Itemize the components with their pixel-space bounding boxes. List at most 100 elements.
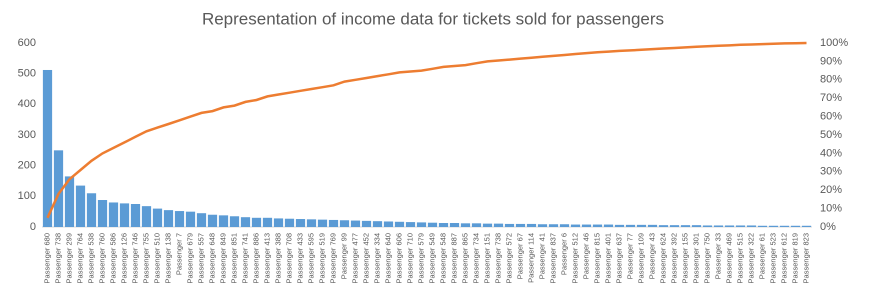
chart-title: Representation of income data for ticket… (202, 9, 664, 28)
bar (119, 203, 130, 227)
x-tick-label: Passenger 640 (383, 233, 392, 283)
bar (449, 223, 460, 227)
x-tick-label: Passenger 523 (768, 233, 777, 283)
bar (284, 218, 295, 227)
bar (669, 225, 680, 227)
bar (493, 223, 504, 227)
bar (328, 219, 339, 227)
bar (350, 220, 361, 227)
x-tick-label: Passenger 769 (328, 233, 337, 283)
y2-tick-label: 80% (820, 74, 842, 86)
x-tick-label: Passenger 595 (306, 233, 315, 283)
x-tick-label: Passenger 710 (405, 233, 414, 283)
x-tick-label: Passenger 865 (460, 233, 469, 283)
x-tick-label: Passenger 41 (537, 233, 546, 279)
bar (42, 69, 53, 227)
x-tick-label: Passenger 43 (647, 233, 656, 279)
bar (317, 219, 328, 227)
bar (581, 224, 592, 227)
x-tick-label: Passenger 819 (790, 233, 799, 283)
y-tick-label: 200 (18, 160, 36, 172)
bar (141, 206, 152, 227)
y-tick-label: 600 (18, 37, 36, 49)
bar (174, 211, 185, 227)
x-tick-label: Passenger 299 (64, 233, 73, 283)
y2-tick-label: 70% (820, 92, 842, 104)
x-tick-label: Passenger 549 (427, 233, 436, 283)
x-tick-label: Passenger 741 (240, 233, 249, 283)
bar (471, 223, 482, 227)
bar (537, 224, 548, 227)
x-tick-label: Passenger 77 (625, 233, 634, 279)
bar (163, 210, 174, 227)
x-tick-label: Passenger 301 (691, 233, 700, 283)
x-tick-label: Passenger 109 (636, 233, 645, 283)
x-tick-label: Passenger 452 (361, 233, 370, 283)
x-tick-label: Passenger 734 (471, 233, 480, 283)
x-tick-label: Passenger 138 (163, 233, 172, 283)
bar (724, 225, 735, 227)
bar (97, 200, 108, 227)
x-tick-label: Passenger 322 (746, 233, 755, 283)
x-tick-label: Passenger 46 (581, 233, 590, 279)
bar (64, 176, 75, 227)
bar (691, 225, 702, 227)
bar (680, 225, 691, 227)
bar (603, 224, 614, 227)
bar (548, 224, 559, 227)
x-tick-label: Passenger 67 (515, 233, 524, 279)
x-tick-label: Passenger 823 (801, 233, 810, 283)
bar (647, 224, 658, 227)
bar (229, 216, 240, 227)
x-tick-label: Passenger 764 (75, 233, 84, 283)
bar (108, 202, 119, 227)
bar (339, 220, 350, 227)
cumulative-line (46, 41, 807, 219)
bar (801, 225, 812, 227)
bar (196, 213, 207, 227)
bar (515, 223, 526, 227)
y2-tick-label: 40% (820, 147, 842, 159)
bar (570, 224, 581, 227)
x-tick-label: Passenger 155 (680, 233, 689, 283)
x-tick-label: Passenger 586 (108, 233, 117, 283)
x-tick-label: Passenger 679 (185, 233, 194, 283)
bar (218, 215, 229, 227)
bar (53, 150, 64, 227)
x-tick-label: Passenger 548 (438, 233, 447, 283)
bar (251, 217, 262, 227)
bar (130, 204, 141, 227)
bar (416, 222, 427, 227)
bar (768, 225, 779, 227)
x-tick-label: Passenger 510 (152, 233, 161, 283)
x-tick-label: Passenger 579 (416, 233, 425, 283)
bar (713, 225, 724, 227)
bar (746, 225, 757, 227)
x-tick-label: Passenger 612 (779, 233, 788, 283)
x-tick-label: Passenger 760 (97, 233, 106, 283)
x-tick-label: Passenger 886 (251, 233, 260, 283)
y2-tick-label: 100% (820, 37, 848, 49)
bar (559, 224, 570, 227)
x-tick-label: Passenger 851 (229, 233, 238, 283)
y-tick-label: 100 (18, 190, 36, 202)
bar (262, 217, 273, 227)
x-tick-label: Passenger 648 (207, 233, 216, 283)
x-tick-label: Passenger 815 (592, 233, 601, 283)
x-tick-label: Passenger 477 (350, 233, 359, 283)
x-tick-label: Passenger 392 (669, 233, 678, 283)
x-tick-label: Passenger 99 (339, 233, 348, 279)
bar (427, 222, 438, 227)
bar (482, 223, 493, 227)
y2-tick-label: 90% (820, 55, 842, 67)
x-tick-label: Passenger 7 (174, 233, 183, 275)
y2-tick-label: 50% (820, 129, 842, 141)
x-tick-label: Passenger 746 (130, 233, 139, 283)
bar (702, 225, 713, 227)
x-tick-label: Passenger 538 (86, 233, 95, 283)
x-tick-label: Passenger 708 (284, 233, 293, 283)
bar (372, 221, 383, 227)
y-tick-label: 500 (18, 68, 36, 80)
